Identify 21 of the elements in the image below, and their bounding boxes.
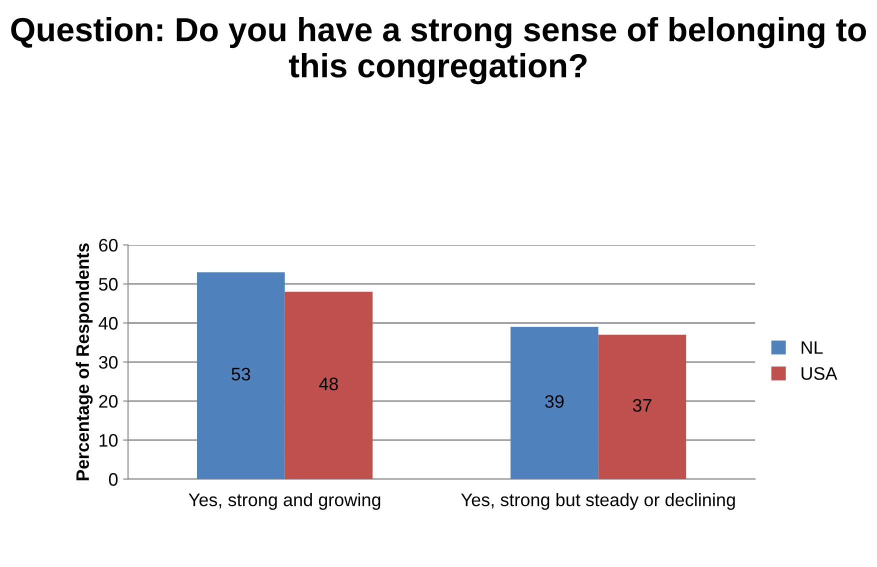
data-label: 48 (319, 378, 338, 390)
bar (284, 292, 373, 480)
bar (197, 272, 285, 480)
y-tick-label: 10 (100, 434, 118, 447)
data-label: 39 (545, 395, 564, 408)
y-tick-label: 50 (98, 278, 118, 291)
y-tick-label: 40 (98, 316, 118, 330)
data-label: 37 (632, 398, 652, 412)
bar (598, 334, 686, 480)
legend-label: NL (802, 341, 823, 354)
data-label: 53 (232, 368, 250, 381)
legend-label: USA (802, 367, 838, 380)
x-tick-label: Yes, strong and growing (188, 493, 380, 510)
y-tick-label: 30 (98, 356, 118, 369)
y-axis-title: Percentage of Respondents (76, 243, 93, 480)
y-tick-label: 60 (99, 238, 118, 252)
x-tick-label: Yes, strong but steady or declining (461, 493, 735, 510)
chart-title: Question: Do you have a strong sense of belonging to this congregation? (11, 17, 866, 84)
bar (510, 326, 598, 480)
y-tick-label: 20 (99, 394, 118, 408)
y-tick-label: 0 (108, 473, 118, 486)
